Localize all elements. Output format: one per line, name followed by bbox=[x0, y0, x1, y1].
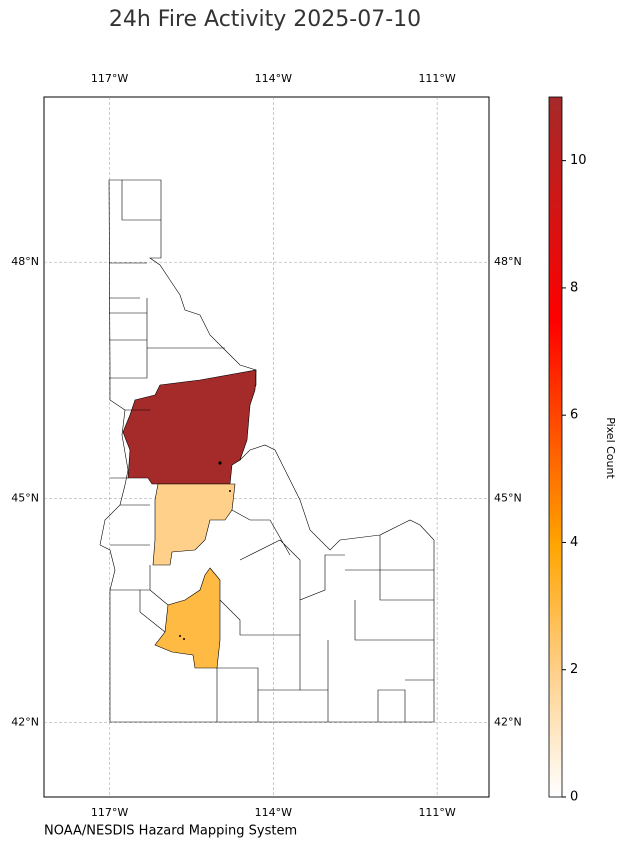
colorbar-tick-label: 6 bbox=[570, 408, 578, 423]
y-tick-label: 42°N bbox=[494, 716, 522, 729]
credit: NOAA/NESDIS Hazard Mapping System bbox=[44, 824, 297, 839]
fire-region bbox=[154, 567, 221, 669]
colorbar-tick-label: 4 bbox=[570, 535, 578, 550]
colorbar-label: Pixel Count bbox=[604, 417, 617, 479]
map-frame bbox=[43, 96, 490, 798]
x-tick-label: 114°W bbox=[255, 72, 292, 85]
x-tick-label: 111°W bbox=[418, 72, 455, 85]
colorbar-tick-label: 10 bbox=[570, 153, 587, 168]
y-tick-label: 48°N bbox=[494, 255, 522, 268]
fire-dots bbox=[179, 461, 231, 640]
county-lines bbox=[109, 180, 434, 722]
y-tick-label: 45°N bbox=[11, 491, 39, 504]
colorbar bbox=[548, 96, 563, 798]
x-tick-label: 117°W bbox=[91, 72, 128, 85]
state-outline bbox=[99, 179, 435, 723]
y-tick-label: 48°N bbox=[11, 255, 39, 268]
title: 24h Fire Activity 2025-07-10 bbox=[109, 7, 421, 32]
y-tick-label: 45°N bbox=[494, 491, 522, 504]
colorbar-tick-label: 8 bbox=[570, 280, 578, 295]
x-tick-label: 117°W bbox=[91, 806, 128, 819]
y-tick-label: 42°N bbox=[11, 716, 39, 729]
x-tick-label: 111°W bbox=[418, 806, 455, 819]
colorbar-tick-label: 2 bbox=[570, 662, 578, 677]
colorbar-tick-label: 0 bbox=[570, 790, 578, 805]
x-tick-label: 114°W bbox=[255, 806, 292, 819]
